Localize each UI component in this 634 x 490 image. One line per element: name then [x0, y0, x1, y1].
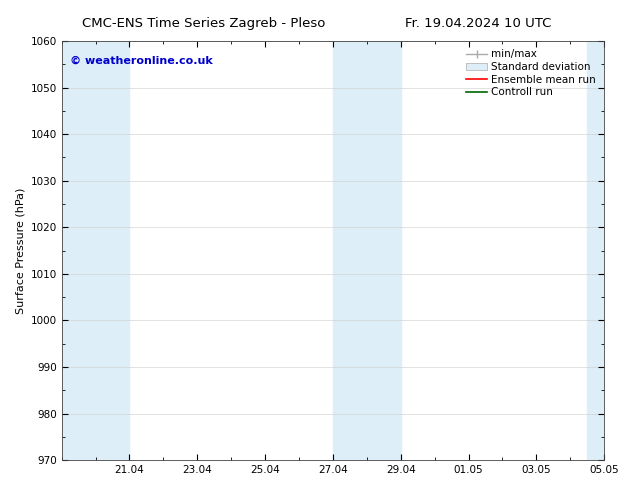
Text: CMC-ENS Time Series Zagreb - Pleso: CMC-ENS Time Series Zagreb - Pleso	[82, 17, 326, 30]
Y-axis label: Surface Pressure (hPa): Surface Pressure (hPa)	[15, 187, 25, 314]
Text: Fr. 19.04.2024 10 UTC: Fr. 19.04.2024 10 UTC	[405, 17, 552, 30]
Bar	[587, 41, 604, 460]
Text: © weatheronline.co.uk: © weatheronline.co.uk	[70, 56, 212, 66]
Legend: min/max, Standard deviation, Ensemble mean run, Controll run: min/max, Standard deviation, Ensemble me…	[463, 46, 599, 100]
Bar	[61, 41, 129, 460]
Bar	[333, 41, 401, 460]
